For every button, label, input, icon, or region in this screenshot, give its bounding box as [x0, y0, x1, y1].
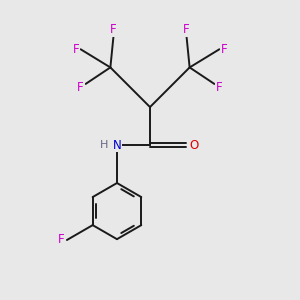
Text: H: H	[100, 140, 109, 150]
Text: F: F	[216, 81, 223, 94]
Text: F: F	[183, 23, 190, 36]
Text: F: F	[58, 233, 64, 247]
Text: F: F	[110, 23, 117, 36]
Text: O: O	[189, 139, 198, 152]
Text: F: F	[77, 81, 84, 94]
Text: N: N	[112, 139, 122, 152]
Text: F: F	[221, 43, 228, 56]
Text: F: F	[72, 43, 79, 56]
